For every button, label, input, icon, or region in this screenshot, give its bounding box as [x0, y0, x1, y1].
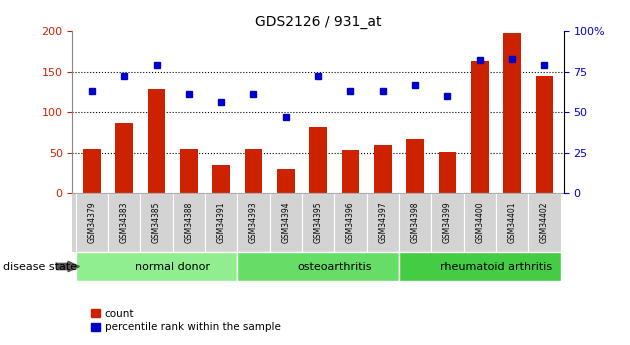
Text: normal donor: normal donor: [135, 262, 210, 272]
Bar: [432, 193, 464, 252]
Text: GSM34379: GSM34379: [88, 202, 96, 243]
Text: GSM34399: GSM34399: [443, 202, 452, 243]
Bar: [341, 150, 359, 193]
Bar: [464, 193, 496, 252]
Text: GSM34391: GSM34391: [217, 202, 226, 243]
Bar: [399, 193, 432, 252]
Bar: [238, 252, 399, 281]
Bar: [406, 139, 424, 193]
Bar: [270, 193, 302, 252]
Text: GSM34398: GSM34398: [411, 202, 420, 243]
Bar: [536, 77, 553, 193]
Bar: [173, 193, 205, 252]
Bar: [438, 152, 456, 193]
Text: GSM34397: GSM34397: [378, 202, 387, 243]
Bar: [399, 252, 561, 281]
Text: GSM34402: GSM34402: [540, 202, 549, 243]
Bar: [244, 149, 262, 193]
Text: GSM34401: GSM34401: [508, 202, 517, 243]
Text: rheumatoid arthritis: rheumatoid arthritis: [440, 262, 552, 272]
Bar: [277, 169, 295, 193]
Bar: [212, 165, 230, 193]
Text: GSM34396: GSM34396: [346, 202, 355, 243]
Bar: [83, 149, 101, 193]
Bar: [147, 89, 166, 193]
Bar: [529, 193, 561, 252]
Text: GSM34395: GSM34395: [314, 202, 323, 243]
Bar: [496, 193, 529, 252]
Text: osteoarthritis: osteoarthritis: [297, 262, 372, 272]
Bar: [374, 145, 392, 193]
Bar: [471, 61, 489, 193]
Bar: [309, 127, 327, 193]
Legend: count, percentile rank within the sample: count, percentile rank within the sample: [87, 305, 285, 336]
Bar: [302, 193, 335, 252]
Bar: [140, 193, 173, 252]
Bar: [503, 33, 521, 193]
Bar: [335, 193, 367, 252]
Text: GSM34385: GSM34385: [152, 202, 161, 243]
Text: GSM34394: GSM34394: [282, 202, 290, 243]
Bar: [115, 124, 133, 193]
Text: GSM34400: GSM34400: [475, 202, 484, 243]
Bar: [180, 149, 198, 193]
Bar: [76, 252, 238, 281]
Text: GSM34393: GSM34393: [249, 202, 258, 243]
Bar: [367, 193, 399, 252]
Bar: [205, 193, 238, 252]
Text: disease state: disease state: [3, 262, 77, 272]
Title: GDS2126 / 931_at: GDS2126 / 931_at: [255, 14, 381, 29]
Bar: [108, 193, 140, 252]
Text: GSM34383: GSM34383: [120, 202, 129, 243]
Bar: [238, 193, 270, 252]
Text: GSM34388: GSM34388: [185, 202, 193, 243]
Bar: [76, 193, 108, 252]
